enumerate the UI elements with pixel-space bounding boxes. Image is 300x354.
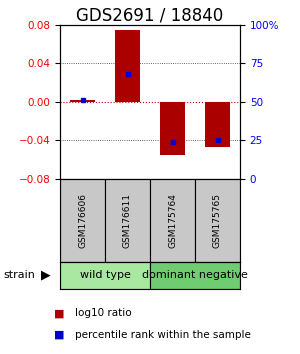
Text: dominant negative: dominant negative <box>142 270 248 280</box>
Text: strain: strain <box>3 270 35 280</box>
Bar <box>70 100 95 102</box>
Text: percentile rank within the sample: percentile rank within the sample <box>75 330 251 339</box>
Bar <box>195 179 240 262</box>
Text: ■: ■ <box>54 308 64 318</box>
Bar <box>150 262 240 289</box>
Text: GSM175765: GSM175765 <box>213 193 222 248</box>
Bar <box>105 179 150 262</box>
Text: GSM176611: GSM176611 <box>123 193 132 248</box>
Text: wild type: wild type <box>80 270 130 280</box>
Title: GDS2691 / 18840: GDS2691 / 18840 <box>76 7 224 25</box>
Bar <box>205 102 230 147</box>
Bar <box>60 262 150 289</box>
Bar <box>115 30 140 102</box>
Text: log10 ratio: log10 ratio <box>75 308 132 318</box>
Text: ■: ■ <box>54 330 64 339</box>
Bar <box>150 179 195 262</box>
Bar <box>60 179 105 262</box>
Text: GSM176606: GSM176606 <box>78 193 87 248</box>
Text: GSM175764: GSM175764 <box>168 193 177 248</box>
Bar <box>160 102 185 155</box>
Text: ▶: ▶ <box>40 269 50 282</box>
